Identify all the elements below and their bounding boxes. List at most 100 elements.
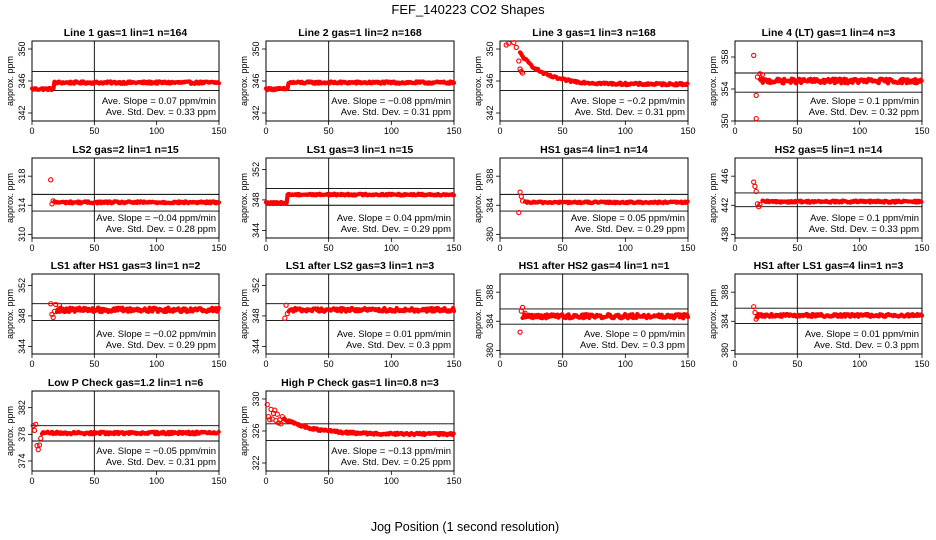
y-tick-label: 342 bbox=[251, 105, 261, 120]
slope-text: Ave. Slope = −0.04 ppm/min bbox=[96, 213, 216, 224]
data-point bbox=[753, 92, 759, 99]
x-tick-label: 150 bbox=[211, 126, 226, 136]
y-tick-label: 348 bbox=[251, 192, 261, 207]
data-point bbox=[31, 427, 38, 433]
data-point bbox=[264, 401, 270, 408]
data-point bbox=[274, 411, 280, 417]
data-point bbox=[284, 310, 290, 317]
x-tick-label: 0 bbox=[263, 126, 268, 136]
y-axis-label: approx. ppm bbox=[5, 406, 15, 456]
panel-title: LS1 after LS2 gas=3 lin=1 n=3 bbox=[286, 260, 435, 272]
main-title: FEF_140223 CO2 Shapes bbox=[391, 2, 545, 17]
y-tick-label: 374 bbox=[17, 453, 27, 468]
y-tick-label: 382 bbox=[17, 400, 27, 415]
y-tick-label: 342 bbox=[485, 105, 495, 120]
y-tick-label: 352 bbox=[17, 278, 27, 293]
x-tick-label: 50 bbox=[558, 243, 568, 253]
data-point bbox=[506, 40, 512, 47]
slope-text: Ave. Slope = 0.01 ppm/min bbox=[805, 329, 919, 340]
data-point bbox=[519, 198, 526, 204]
x-tick-label: 50 bbox=[558, 126, 568, 136]
slope-text: Ave. Slope = −0.08 ppm/min bbox=[331, 96, 451, 107]
x-tick-label: 50 bbox=[324, 126, 334, 136]
x-tick-label: 100 bbox=[618, 126, 633, 136]
data-trace bbox=[54, 305, 221, 315]
y-tick-label: 348 bbox=[251, 308, 261, 323]
x-tick-label: 100 bbox=[618, 243, 633, 253]
data-trace bbox=[517, 50, 690, 88]
y-tick-label: 344 bbox=[251, 223, 261, 238]
data-point bbox=[519, 304, 526, 311]
slope-text: Ave. Slope = −0.13 ppm/min bbox=[331, 446, 451, 457]
data-trace bbox=[281, 416, 456, 438]
y-axis-label: approx. ppm bbox=[708, 56, 718, 106]
x-tick-label: 150 bbox=[680, 359, 695, 369]
std-dev-text: Ave. Std. Dev. = 0.33 ppm bbox=[106, 107, 216, 118]
panel-title: Low P Check gas=1.2 lin=1 n=6 bbox=[48, 377, 203, 389]
data-point bbox=[35, 447, 41, 453]
x-tick-label: 100 bbox=[384, 243, 399, 253]
x-tick-label: 150 bbox=[914, 359, 929, 369]
data-point bbox=[51, 308, 58, 314]
data-point bbox=[752, 309, 758, 316]
data-point bbox=[754, 201, 761, 207]
panel-title: Line 4 (LT) gas=1 lin=4 n=3 bbox=[762, 27, 896, 39]
x-tick-label: 150 bbox=[211, 243, 226, 253]
slope-text: Ave. Slope = 0.04 ppm/min bbox=[337, 213, 451, 224]
data-trace bbox=[29, 79, 222, 93]
std-dev-text: Ave. Std. Dev. = 0.3 ppm bbox=[814, 340, 919, 351]
data-point bbox=[518, 193, 524, 200]
slope-text: Ave. Slope = −0.2 ppm/min bbox=[571, 96, 685, 107]
panel-12: HS1 after LS1 gas=4 lin=1 n=3 0 50 100 150 38… bbox=[708, 260, 930, 369]
slope-text: Ave. Slope = 0.07 ppm/min bbox=[102, 96, 216, 107]
y-tick-label: 446 bbox=[720, 169, 730, 184]
data-trace bbox=[520, 311, 691, 321]
std-dev-text: Ave. Std. Dev. = 0.3 ppm bbox=[580, 340, 685, 351]
x-tick-label: 50 bbox=[89, 359, 99, 369]
x-tick-label: 50 bbox=[792, 243, 802, 253]
y-tick-label: 350 bbox=[251, 41, 261, 56]
data-point bbox=[50, 314, 56, 321]
x-tick-label: 50 bbox=[792, 126, 802, 136]
x-tick-label: 100 bbox=[852, 126, 867, 136]
x-tick-label: 50 bbox=[324, 359, 334, 369]
plot-frame bbox=[734, 157, 923, 239]
data-point bbox=[517, 329, 523, 335]
y-tick-label: 344 bbox=[17, 339, 27, 354]
std-dev-text: Ave. Std. Dev. = 0.32 ppm bbox=[809, 107, 919, 118]
x-tick-label: 100 bbox=[852, 359, 867, 369]
y-tick-label: 388 bbox=[720, 285, 730, 300]
x-tick-label: 0 bbox=[29, 359, 34, 369]
std-dev-text: Ave. Std. Dev. = 0.31 ppm bbox=[106, 457, 216, 468]
y-tick-label: 384 bbox=[485, 314, 495, 329]
data-point bbox=[516, 209, 522, 216]
data-point bbox=[517, 189, 523, 195]
x-tick-label: 0 bbox=[29, 243, 34, 253]
slope-text: Ave. Slope = −0.05 ppm/min bbox=[96, 446, 216, 457]
panel-title: Line 2 gas=1 lin=2 n=168 bbox=[298, 27, 422, 39]
y-tick-label: 322 bbox=[251, 455, 261, 470]
slope-text: Ave. Slope = 0.05 ppm/min bbox=[571, 213, 685, 224]
y-tick-label: 358 bbox=[720, 49, 730, 64]
y-tick-label: 346 bbox=[485, 73, 495, 88]
data-trace bbox=[263, 79, 457, 93]
x-tick-label: 100 bbox=[618, 359, 633, 369]
y-axis-label: approx. ppm bbox=[5, 173, 15, 223]
panel-title: High P Check gas=1 lin=0.8 n=3 bbox=[281, 377, 439, 389]
y-axis-label: approx. ppm bbox=[239, 56, 249, 106]
slope-text: Ave. Slope = 0 ppm/min bbox=[584, 329, 685, 340]
x-tick-label: 0 bbox=[263, 476, 268, 486]
x-tick-label: 0 bbox=[29, 476, 34, 486]
panel-title: HS1 after HS2 gas=4 lin=1 n=1 bbox=[519, 260, 670, 272]
panel-9: LS1 after HS1 gas=3 lin=1 n=2 0 50 100 150 34… bbox=[5, 260, 227, 369]
data-trace bbox=[52, 199, 222, 206]
data-trace bbox=[286, 305, 457, 314]
x-tick-label: 0 bbox=[497, 243, 502, 253]
y-axis-label: approx. ppm bbox=[5, 56, 15, 106]
y-tick-label: 380 bbox=[720, 343, 730, 358]
data-point bbox=[751, 304, 757, 310]
y-tick-label: 442 bbox=[720, 198, 730, 213]
data-point bbox=[511, 39, 517, 46]
data-point bbox=[33, 421, 39, 427]
